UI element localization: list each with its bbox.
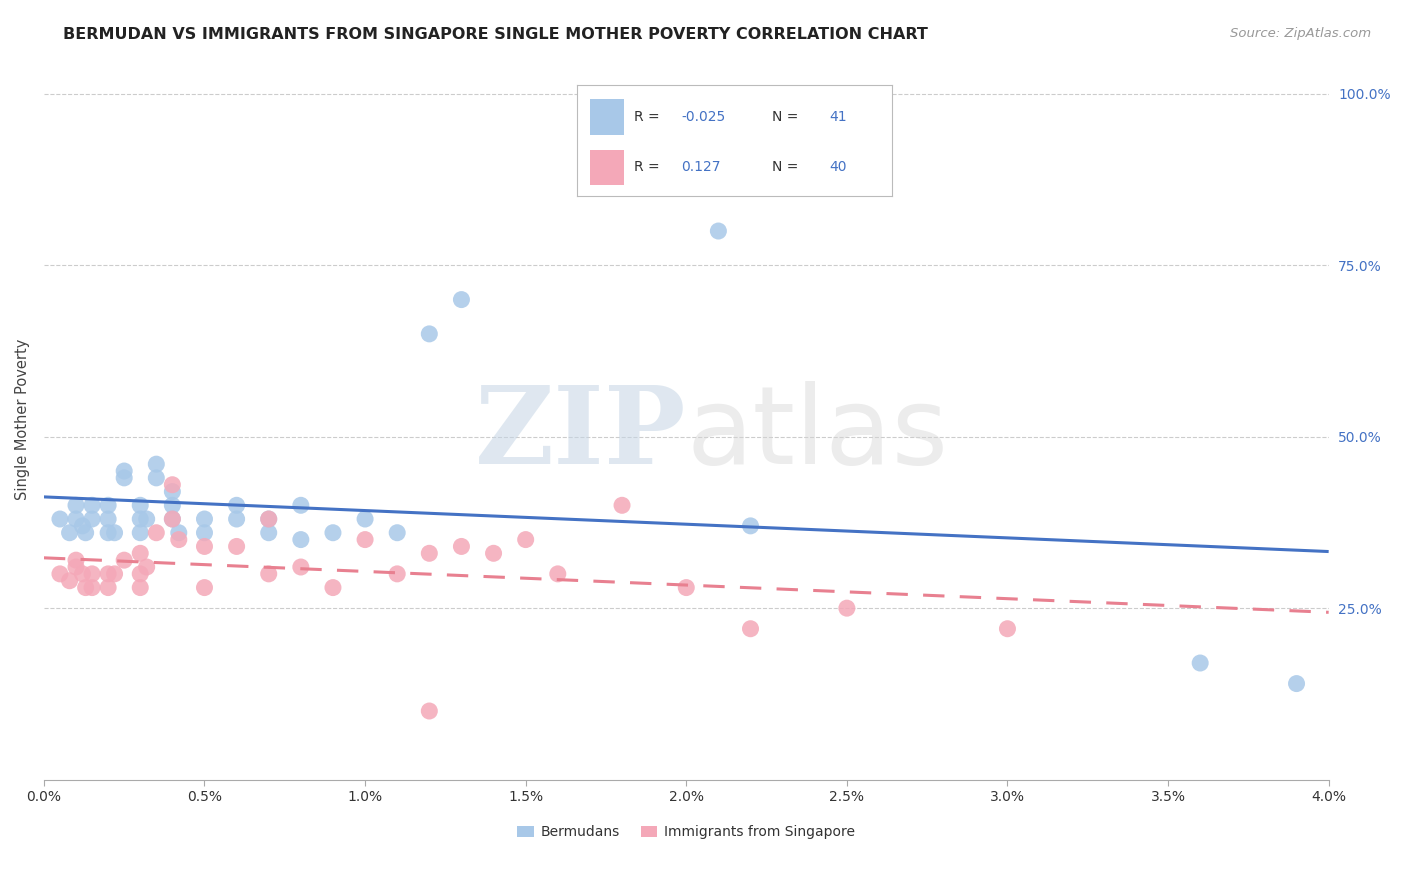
Point (450, 293, 472, 307)
Point (65, 498, 87, 512)
Point (354, 533, 377, 547)
Point (112, 471, 135, 485)
Point (49, 566, 72, 581)
Point (1189, 656, 1212, 670)
Point (418, 546, 440, 560)
Point (97, 512, 120, 526)
Point (72, 566, 94, 581)
Point (225, 498, 247, 512)
Point (257, 512, 280, 526)
Point (103, 525, 125, 540)
Point (740, 622, 762, 636)
Point (97, 581, 120, 595)
Point (97, 525, 120, 540)
Point (103, 566, 125, 581)
Point (129, 546, 152, 560)
Point (193, 581, 215, 595)
Point (80, 581, 103, 595)
Point (740, 519, 762, 533)
Text: atlas: atlas (686, 381, 948, 487)
Point (322, 581, 344, 595)
Point (80, 566, 103, 581)
Point (97, 498, 120, 512)
Text: Source: ZipAtlas.com: Source: ZipAtlas.com (1230, 27, 1371, 40)
Text: ZIP: ZIP (475, 381, 686, 487)
Point (418, 326, 440, 341)
Point (225, 540, 247, 554)
Point (322, 525, 344, 540)
Point (65, 512, 87, 526)
Point (129, 498, 152, 512)
Point (193, 540, 215, 554)
Point (49, 512, 72, 526)
Point (72, 519, 94, 533)
Point (129, 581, 152, 595)
Point (145, 457, 167, 471)
Point (129, 566, 152, 581)
Point (515, 533, 537, 547)
Point (145, 471, 167, 485)
Point (193, 525, 215, 540)
Point (257, 566, 280, 581)
Point (387, 525, 409, 540)
Point (97, 566, 120, 581)
Point (387, 566, 409, 581)
Point (225, 512, 247, 526)
Point (290, 560, 312, 574)
Point (482, 546, 505, 560)
Point (135, 560, 157, 574)
Point (65, 560, 87, 574)
Point (354, 512, 377, 526)
Y-axis label: Single Mother Poverty: Single Mother Poverty (15, 339, 30, 500)
Point (418, 704, 440, 718)
Point (257, 525, 280, 540)
Point (80, 498, 103, 512)
Point (290, 533, 312, 547)
Point (162, 477, 184, 491)
Point (162, 512, 184, 526)
Point (707, 224, 730, 238)
Point (610, 498, 633, 512)
Point (193, 512, 215, 526)
Point (129, 525, 152, 540)
Point (135, 512, 157, 526)
Point (58, 574, 80, 588)
Point (167, 525, 190, 540)
Point (290, 498, 312, 512)
Point (675, 581, 697, 595)
Point (450, 540, 472, 554)
Point (1285, 676, 1308, 690)
Legend: Bermudans, Immigrants from Singapore: Bermudans, Immigrants from Singapore (512, 820, 860, 845)
Point (162, 484, 184, 499)
Point (547, 566, 569, 581)
Point (65, 553, 87, 567)
Point (129, 512, 152, 526)
Point (75, 581, 97, 595)
Point (58, 525, 80, 540)
Point (112, 553, 135, 567)
Point (997, 622, 1019, 636)
Point (162, 512, 184, 526)
Point (257, 512, 280, 526)
Point (80, 512, 103, 526)
Point (167, 533, 190, 547)
Text: BERMUDAN VS IMMIGRANTS FROM SINGAPORE SINGLE MOTHER POVERTY CORRELATION CHART: BERMUDAN VS IMMIGRANTS FROM SINGAPORE SI… (63, 27, 928, 42)
Point (75, 525, 97, 540)
Point (835, 601, 858, 615)
Point (162, 498, 184, 512)
Point (112, 464, 135, 478)
Point (145, 525, 167, 540)
